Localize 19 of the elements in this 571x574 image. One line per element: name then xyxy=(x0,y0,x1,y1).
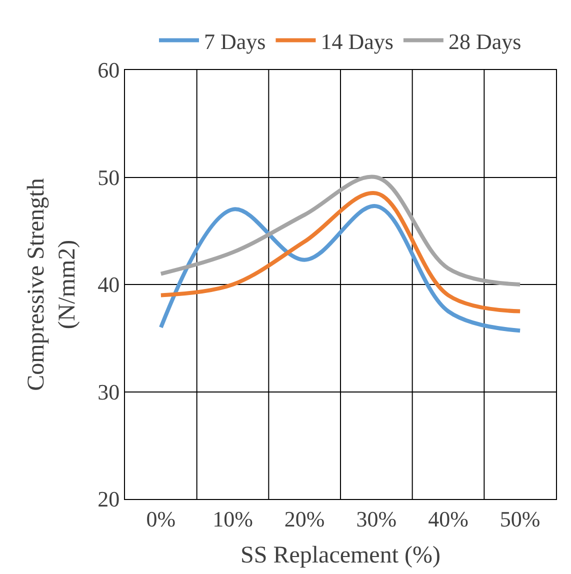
line-series xyxy=(158,191,522,314)
y-axis-title: Compressive Strength (N/mm2) xyxy=(24,178,81,391)
x-tick-label: 40% xyxy=(428,506,468,532)
x-tick-label: 50% xyxy=(500,506,540,532)
x-axis-title: SS Replacement (%) xyxy=(240,542,440,569)
line-series xyxy=(158,204,522,333)
y-tick-label: 40 xyxy=(98,272,120,298)
legend-label: 28 Days xyxy=(448,28,522,54)
x-tick-label: 30% xyxy=(356,506,397,532)
y-tick-label: 50 xyxy=(98,164,120,190)
x-tick-label: 20% xyxy=(284,506,325,532)
line-series xyxy=(158,174,522,286)
legend-label: 7 Days xyxy=(204,28,266,54)
x-tick-label: 0% xyxy=(146,506,176,532)
y-tick-label: 30 xyxy=(98,379,120,404)
legend-label: 14 Days xyxy=(320,28,394,54)
y-tick-label: 60 xyxy=(98,58,120,83)
x-tick-label: 10% xyxy=(212,506,253,532)
y-tick-label: 20 xyxy=(98,486,120,512)
